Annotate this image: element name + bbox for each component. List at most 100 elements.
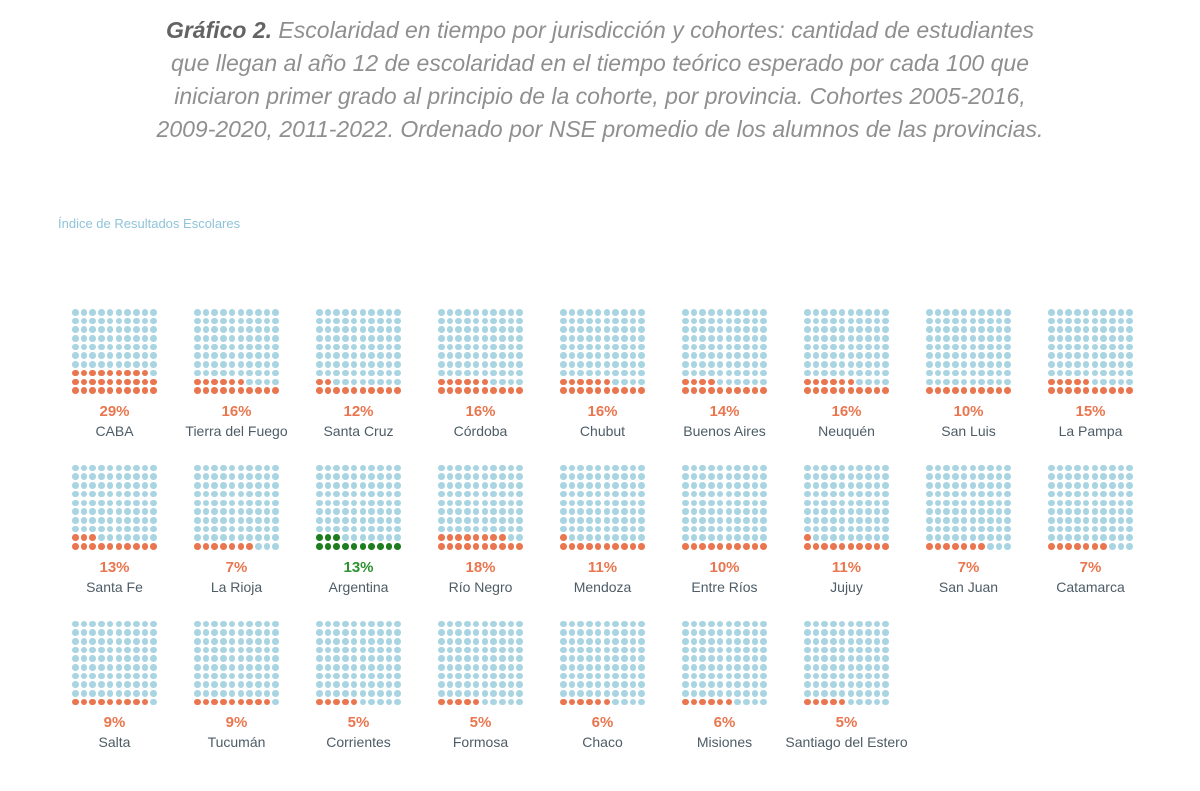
- waffle-dot: [141, 335, 149, 342]
- waffle-dot: [986, 534, 994, 541]
- waffle-dot: [934, 352, 942, 360]
- waffle-dot: [132, 387, 140, 394]
- waffle-dot: [202, 464, 210, 472]
- waffle-dot: [272, 369, 279, 377]
- waffle-dot: [568, 534, 576, 541]
- waffle-dot: [1126, 378, 1133, 386]
- waffle-dot: [934, 499, 942, 507]
- waffle-dot: [481, 664, 489, 671]
- waffle-dot: [986, 369, 994, 377]
- waffle-dot: [324, 646, 332, 654]
- waffle-dot: [394, 369, 401, 377]
- province-percent: 12%: [343, 402, 374, 420]
- waffle-dot: [132, 309, 140, 316]
- province-percent: 16%: [831, 402, 862, 420]
- waffle-dot: [1082, 525, 1090, 533]
- waffle-dot: [586, 664, 593, 671]
- waffle-dot: [394, 681, 401, 688]
- waffle-dot: [124, 464, 131, 472]
- waffle-dot: [472, 490, 480, 498]
- waffle-dot: [124, 369, 131, 377]
- waffle-dot: [455, 534, 463, 541]
- waffle-dot: [1100, 326, 1107, 333]
- waffle-dot: [89, 326, 97, 333]
- waffle-dot: [490, 534, 497, 541]
- waffle-dot: [359, 317, 367, 325]
- province-percent: 18%: [465, 558, 496, 576]
- waffle-dot: [577, 317, 585, 325]
- waffle-dot: [926, 464, 933, 472]
- waffle-dot: [350, 525, 358, 533]
- waffle-dot: [376, 317, 384, 325]
- waffle-dot: [202, 326, 210, 333]
- waffle-dot: [359, 620, 367, 628]
- waffle-dot: [202, 698, 210, 706]
- waffle-dot: [498, 698, 506, 706]
- waffle-dot: [847, 473, 855, 481]
- waffle-dot: [72, 499, 79, 507]
- waffle-dot: [385, 317, 393, 325]
- waffle-dot: [978, 464, 985, 472]
- waffle-dot: [254, 309, 262, 316]
- waffle-dot: [856, 317, 863, 325]
- waffle-dot: [864, 499, 872, 507]
- waffle-dot: [864, 369, 872, 377]
- waffle-dot: [490, 690, 497, 697]
- waffle-dot: [838, 646, 846, 654]
- waffle-dot: [342, 525, 349, 533]
- waffle-dot: [376, 542, 384, 550]
- waffle-dot: [847, 698, 855, 706]
- waffle-dot: [263, 499, 271, 507]
- waffle-dot: [873, 637, 881, 645]
- waffle-dot: [263, 690, 271, 697]
- waffle-dot: [873, 335, 881, 342]
- waffle-dot: [115, 534, 123, 541]
- waffle-dot: [220, 620, 227, 628]
- waffle-dot: [498, 620, 506, 628]
- waffle-dot: [350, 664, 358, 671]
- waffle-dot: [490, 516, 497, 524]
- waffle-dot: [350, 473, 358, 481]
- waffle-dot: [237, 525, 245, 533]
- waffle-dot: [80, 525, 88, 533]
- waffle-dot: [333, 516, 341, 524]
- waffle-dot: [682, 387, 689, 394]
- waffle-dot: [132, 646, 140, 654]
- waffle-dot: [516, 698, 523, 706]
- waffle-dot: [438, 620, 445, 628]
- waffle-dot: [812, 464, 820, 472]
- waffle-dot: [228, 352, 236, 360]
- waffle-dot: [211, 499, 219, 507]
- waffle-dot: [481, 352, 489, 360]
- waffle-dot: [498, 508, 506, 515]
- waffle-dot: [986, 482, 994, 489]
- waffle-dot: [254, 369, 262, 377]
- waffle-dot: [995, 326, 1003, 333]
- waffle-dot: [830, 387, 837, 394]
- waffle-dot: [725, 672, 733, 680]
- waffle-dot: [263, 534, 271, 541]
- waffle-dot: [254, 343, 262, 351]
- waffle-dot: [751, 326, 759, 333]
- waffle-dot: [359, 343, 367, 351]
- waffle-dot: [490, 629, 497, 636]
- waffle-dot: [1091, 343, 1099, 351]
- waffle-dot: [141, 681, 149, 688]
- waffle-dot: [760, 335, 767, 342]
- waffle-dot: [124, 620, 131, 628]
- waffle-dot: [132, 369, 140, 377]
- waffle-dot: [751, 378, 759, 386]
- waffle-dot: [132, 637, 140, 645]
- waffle-dot: [1126, 326, 1133, 333]
- waffle-dot: [80, 637, 88, 645]
- waffle-dot: [132, 655, 140, 662]
- province-name: Misiones: [696, 734, 753, 751]
- waffle-dot: [577, 361, 585, 368]
- waffle-dot: [1126, 317, 1133, 325]
- waffle-dot: [560, 309, 567, 316]
- waffle-dot: [612, 499, 619, 507]
- waffle-dot: [742, 646, 750, 654]
- waffle-dot: [943, 508, 951, 515]
- waffle-dot: [734, 637, 741, 645]
- waffle-dot: [830, 335, 837, 342]
